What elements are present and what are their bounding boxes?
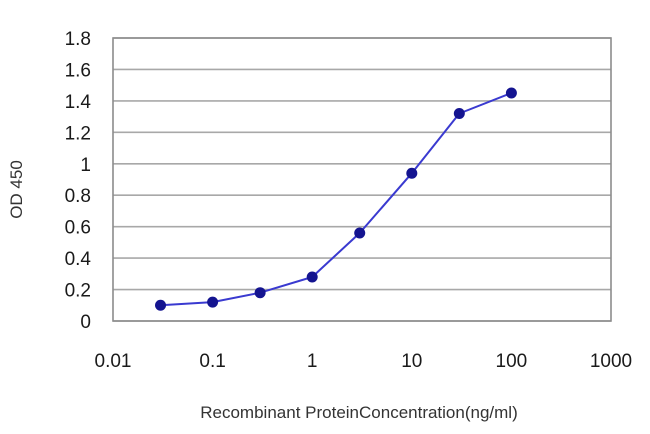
y-tick-label: 0.6 xyxy=(65,218,91,239)
y-tick-labels: 0 0.2 0.4 0.6 0.8 1 1.2 1.4 1.6 1.8 xyxy=(65,29,92,333)
data-point xyxy=(254,287,266,299)
grid-lines xyxy=(113,37,611,322)
x-tick-label: 1 xyxy=(307,351,318,372)
y-tick-label: 1 xyxy=(80,155,91,176)
series-line xyxy=(160,92,512,307)
x-tick-label: 100 xyxy=(496,351,528,372)
y-tick-label: 0.8 xyxy=(65,186,91,207)
x-tick-label: 1000 xyxy=(590,351,632,372)
data-point xyxy=(207,296,219,308)
y-tick-label: 0 xyxy=(80,312,91,333)
data-point xyxy=(155,299,167,311)
y-tick-label: 1.6 xyxy=(65,60,91,81)
x-tick-label: 10 xyxy=(401,351,422,372)
x-tick-label: 0.1 xyxy=(199,351,225,372)
y-tick-label: 0.2 xyxy=(65,281,91,302)
data-point xyxy=(354,227,366,239)
data-point xyxy=(406,167,418,179)
y-tick-label: 0.4 xyxy=(65,249,92,270)
y-tick-label: 1.4 xyxy=(65,92,92,113)
data-point xyxy=(505,87,517,99)
y-tick-label: 1.2 xyxy=(65,123,91,144)
data-markers xyxy=(155,87,517,311)
data-point xyxy=(453,107,465,119)
x-axis-title: Recombinant ProteinConcentration(ng/ml) xyxy=(200,403,518,422)
plot-frame xyxy=(112,37,612,322)
data-point xyxy=(306,271,318,283)
x-tick-label: 0.01 xyxy=(95,351,132,372)
x-tick-labels: 0.01 0.1 1 10 100 1000 xyxy=(95,351,633,372)
y-axis-title: OD 450 xyxy=(7,160,26,219)
y-tick-label: 1.8 xyxy=(65,29,91,50)
